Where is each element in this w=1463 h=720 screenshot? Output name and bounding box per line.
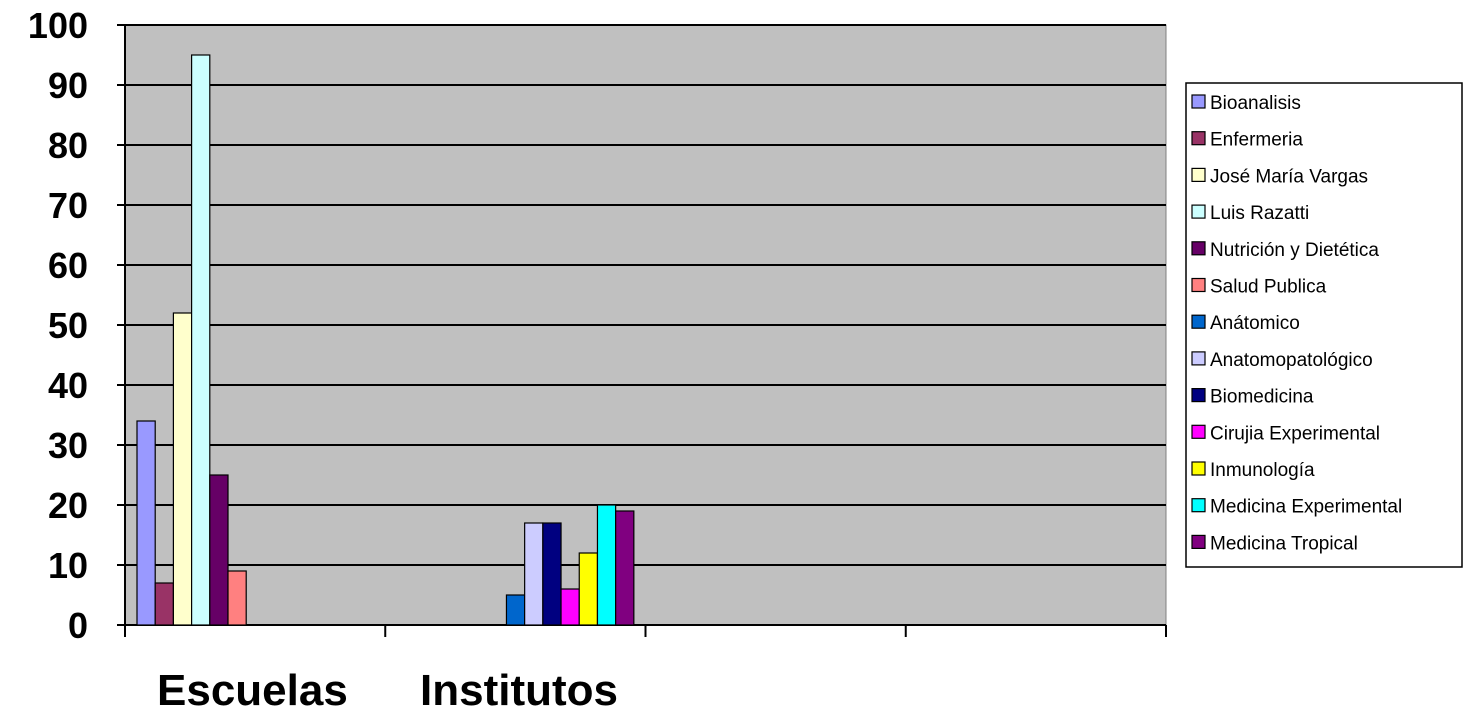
labels: 0 10 20 30 40 50 60 70 80 90 100 Escuelas Institutos — [28, 5, 618, 715]
y-tick-label: 90 — [48, 65, 88, 106]
y-tick-label: 100 — [28, 5, 88, 46]
y-tick-label: 80 — [48, 125, 88, 166]
legend-swatch — [1191, 498, 1206, 513]
bar — [524, 522, 544, 626]
legend-swatch — [1191, 241, 1206, 256]
bars — [136, 54, 635, 626]
legend-label: Anátomico — [1210, 313, 1300, 334]
bar — [172, 312, 193, 626]
bar — [505, 594, 526, 626]
bar — [578, 552, 599, 626]
y-tick-label: 10 — [48, 545, 88, 586]
legend-label: Inmunología — [1210, 460, 1315, 481]
y-tick-label: 70 — [48, 185, 88, 226]
legend-swatch — [1191, 167, 1206, 182]
legend-label: Luis Razatti — [1210, 203, 1309, 224]
legend: Bioanalisis Enfermeria José María Vargas Lu… — [1185, 82, 1463, 568]
legend-label: Enfermeria — [1210, 130, 1303, 151]
legend-swatch — [1191, 94, 1206, 109]
y-tick-label: 0 — [68, 605, 88, 646]
bar — [154, 582, 174, 626]
axes — [117, 24, 1167, 637]
legend-box — [1185, 82, 1463, 568]
bar — [560, 588, 580, 626]
legend-label: José María Vargas — [1210, 166, 1368, 187]
y-tick-label: 30 — [48, 425, 88, 466]
bar — [136, 420, 156, 626]
legend-swatch — [1191, 461, 1206, 476]
bar — [596, 504, 617, 626]
category-label: Institutos — [420, 666, 618, 715]
bar — [227, 570, 247, 626]
legend-swatch — [1191, 277, 1206, 293]
legend-swatch — [1191, 388, 1206, 403]
legend-label: Medicina Tropical — [1210, 533, 1358, 554]
legend-label: Bioanalisis — [1210, 93, 1301, 114]
bar — [209, 474, 229, 626]
legend-swatch — [1191, 314, 1206, 329]
y-tick-label: 40 — [48, 365, 88, 406]
gridlines — [125, 24, 1166, 566]
legend-label: Biomedicina — [1210, 387, 1314, 408]
legend-swatch — [1191, 351, 1206, 366]
category-label: Escuelas — [157, 666, 348, 715]
legend-swatch — [1191, 204, 1206, 219]
bar — [615, 510, 635, 626]
y-tick-label: 50 — [48, 305, 88, 346]
y-tick-label: 20 — [48, 485, 88, 526]
legend-label: Salud Publica — [1210, 277, 1327, 298]
legend-label: Medicina Experimental — [1210, 497, 1402, 518]
legend-swatch — [1191, 424, 1206, 439]
legend-swatch — [1191, 534, 1206, 550]
legend-label: Anatomopatológico — [1210, 350, 1373, 371]
legend-swatch — [1191, 131, 1206, 146]
bar — [542, 522, 562, 626]
bar — [191, 54, 211, 626]
y-tick-label: 60 — [48, 245, 88, 286]
legend-label: Nutrición y Dietética — [1210, 240, 1379, 261]
legend-label: Cirujia Experimental — [1210, 423, 1380, 444]
